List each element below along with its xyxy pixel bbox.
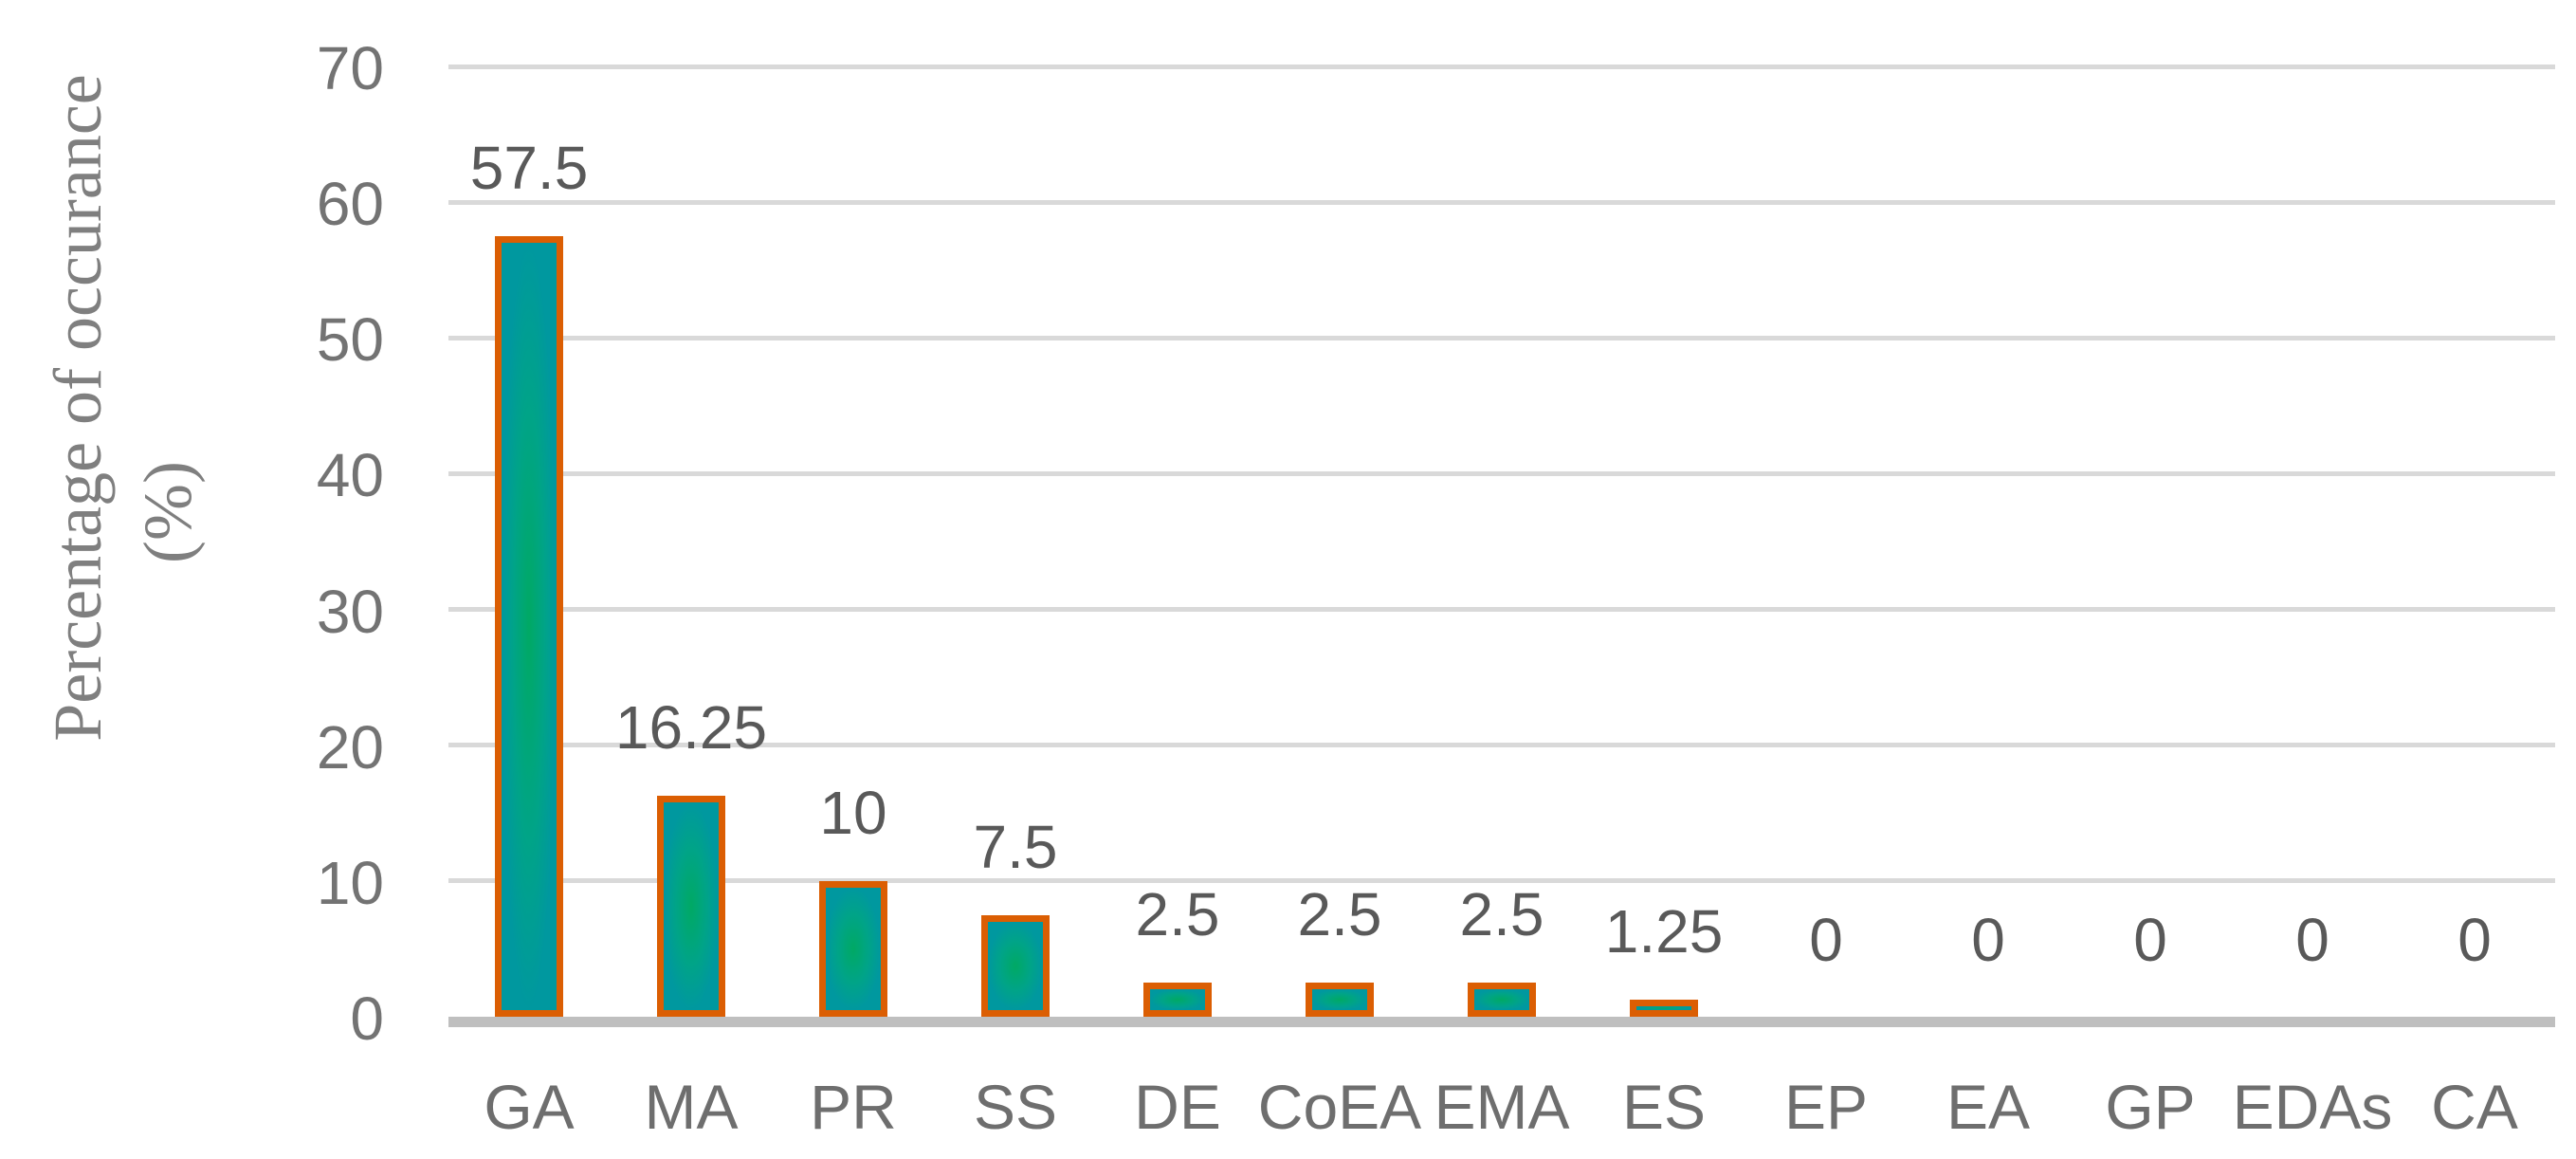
bar-ma xyxy=(657,796,725,1017)
data-label-es: 1.25 xyxy=(1604,897,1724,966)
data-label-gp: 0 xyxy=(2133,906,2167,974)
y-tick-label-60: 60 xyxy=(316,170,384,238)
bar-ga xyxy=(495,236,563,1017)
bar-pr xyxy=(819,881,887,1017)
data-label-pr: 10 xyxy=(819,779,887,847)
gridline-50 xyxy=(448,336,2555,340)
x-tick-label-coea: CoEA xyxy=(1257,1072,1422,1142)
data-label-ep: 0 xyxy=(1809,906,1843,974)
data-label-ema: 2.5 xyxy=(1459,880,1544,948)
y-tick-label-70: 70 xyxy=(316,34,384,102)
x-tick-label-pr: PR xyxy=(810,1072,897,1142)
data-label-ea: 0 xyxy=(1971,906,2005,974)
bar-es xyxy=(1630,1000,1698,1017)
data-label-ss: 7.5 xyxy=(973,813,1058,881)
y-tick-label-0: 0 xyxy=(350,984,384,1053)
bar-ss xyxy=(981,915,1050,1017)
x-tick-label-ep: EP xyxy=(1783,1072,1869,1142)
gridline-60 xyxy=(448,200,2555,205)
y-tick-label-30: 30 xyxy=(316,578,384,646)
x-tick-label-gp: GP xyxy=(2105,1072,2196,1142)
data-label-coea: 2.5 xyxy=(1297,880,1382,948)
y-tick-label-50: 50 xyxy=(316,305,384,374)
x-tick-label-ma: MA xyxy=(644,1072,739,1142)
data-label-de: 2.5 xyxy=(1135,880,1220,948)
x-tick-label-ss: SS xyxy=(973,1072,1058,1142)
gridline-30 xyxy=(448,607,2555,612)
data-label-ga: 57.5 xyxy=(469,134,589,202)
x-tick-label-edas: EDAs xyxy=(2232,1072,2393,1142)
bar-ema xyxy=(1468,983,1536,1017)
data-label-ma: 16.25 xyxy=(614,693,768,762)
x-tick-label-de: DE xyxy=(1134,1072,1221,1142)
gridline-20 xyxy=(448,743,2555,747)
data-label-ca: 0 xyxy=(2457,906,2492,974)
gridline-10 xyxy=(448,878,2555,883)
y-tick-label-20: 20 xyxy=(316,713,384,782)
x-tick-label-ea: EA xyxy=(1946,1072,2031,1142)
gridline-70 xyxy=(448,64,2555,69)
x-axis-line xyxy=(448,1017,2555,1027)
x-tick-label-ca: CA xyxy=(2431,1072,2518,1142)
bar-coea xyxy=(1306,983,1374,1017)
gridline-40 xyxy=(448,471,2555,476)
x-tick-label-ema: EMA xyxy=(1434,1072,1570,1142)
x-tick-label-ga: GA xyxy=(484,1072,575,1142)
data-label-edas: 0 xyxy=(2295,906,2329,974)
x-tick-label-es: ES xyxy=(1621,1072,1707,1142)
y-tick-label-40: 40 xyxy=(316,441,384,509)
y-tick-label-10: 10 xyxy=(316,849,384,917)
bar-de xyxy=(1143,983,1212,1017)
